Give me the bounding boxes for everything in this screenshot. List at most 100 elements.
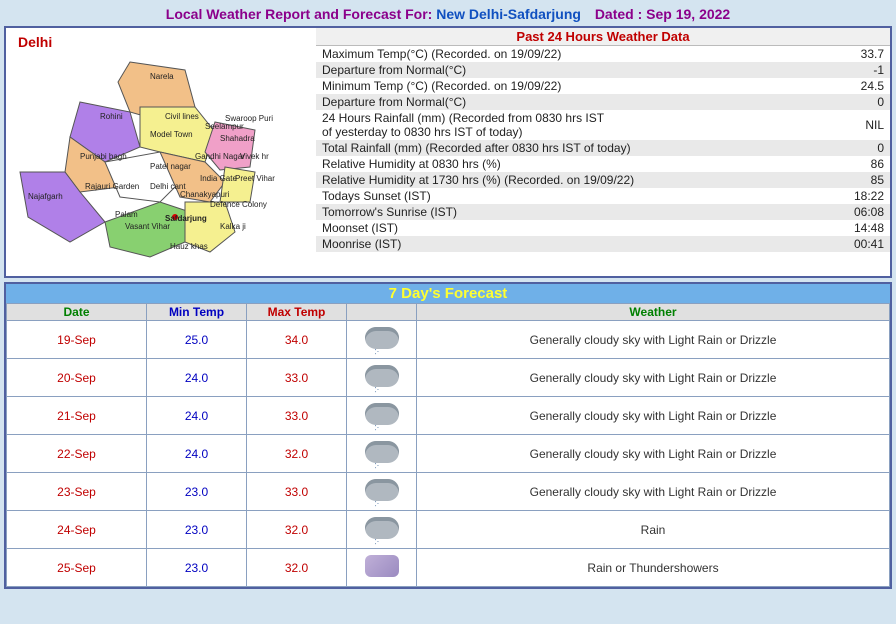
- fc-max: 33.0: [247, 397, 347, 435]
- top-block: Delhi Narela Rohini Civil lines Model To…: [4, 26, 892, 278]
- fc-date: 22-Sep: [7, 435, 147, 473]
- fc-col-min: Min Temp: [147, 304, 247, 321]
- fc-max: 34.0: [247, 321, 347, 359]
- past24-label: Tomorrow's Sunrise (IST): [316, 204, 830, 220]
- past24-row: Relative Humidity at 1730 hrs (%) (Recor…: [316, 172, 890, 188]
- past24-row: Total Rainfall (mm) (Recorded after 0830…: [316, 140, 890, 156]
- fc-min: 24.0: [147, 397, 247, 435]
- fc-col-date: Date: [7, 304, 147, 321]
- cloud-rain-icon: [365, 327, 399, 349]
- past24-row: Departure from Normal(°C)-1: [316, 62, 890, 78]
- past24-row: Todays Sunset (IST)18:22: [316, 188, 890, 204]
- past24-row: Minimum Temp (°C) (Recorded. on 19/09/22…: [316, 78, 890, 94]
- past24-value: 00:41: [830, 236, 890, 252]
- past24-label: Departure from Normal(°C): [316, 62, 830, 78]
- past24-label: Moonrise (IST): [316, 236, 830, 252]
- forecast-table: Date Min Temp Max Temp Weather 19-Sep25.…: [6, 303, 890, 587]
- fc-min: 23.0: [147, 473, 247, 511]
- fc-date: 19-Sep: [7, 321, 147, 359]
- past24-value: 06:08: [830, 204, 890, 220]
- forecast-row: 21-Sep24.033.0 Generally cloudy sky with …: [7, 397, 890, 435]
- fc-icon-cell: [347, 397, 417, 435]
- title-label: Local Weather Report and Forecast For:: [166, 6, 436, 22]
- forecast-block: 7 Day's Forecast Date Min Temp Max Temp …: [4, 282, 892, 589]
- title-location: New Delhi-Safdarjung: [436, 6, 581, 22]
- fc-max: 33.0: [247, 473, 347, 511]
- map-title: Delhi: [10, 32, 312, 52]
- fc-max: 32.0: [247, 549, 347, 587]
- past24-row: Moonset (IST)14:48: [316, 220, 890, 236]
- past24-table: Maximum Temp(°C) (Recorded. on 19/09/22)…: [316, 46, 890, 252]
- fc-max: 32.0: [247, 435, 347, 473]
- forecast-row: 19-Sep25.034.0 Generally cloudy sky with …: [7, 321, 890, 359]
- past24-label: 24 Hours Rainfall (mm) (Recorded from 08…: [316, 110, 830, 140]
- fc-weather: Generally cloudy sky with Light Rain or …: [417, 397, 890, 435]
- forecast-row: 25-Sep23.032.0 Rain or Thundershowers: [7, 549, 890, 587]
- cloud-rain-icon: [365, 479, 399, 501]
- past24-value: 24.5: [830, 78, 890, 94]
- fc-icon-cell: [347, 435, 417, 473]
- past24-value: 86: [830, 156, 890, 172]
- fc-min: 23.0: [147, 549, 247, 587]
- past24-label: Relative Humidity at 1730 hrs (%) (Recor…: [316, 172, 830, 188]
- delhi-map: Narela Rohini Civil lines Model Town See…: [10, 52, 310, 272]
- forecast-row: 20-Sep24.033.0Generally cloudy sky with …: [7, 359, 890, 397]
- past24-row: 24 Hours Rainfall (mm) (Recorded from 08…: [316, 110, 890, 140]
- report-title: Local Weather Report and Forecast For: N…: [4, 4, 892, 26]
- cloud-rain-icon: [365, 517, 399, 539]
- fc-col-max: Max Temp: [247, 304, 347, 321]
- forecast-row: 23-Sep23.033.0 Generally cloudy sky with …: [7, 473, 890, 511]
- past24-row: Relative Humidity at 0830 hrs (%)86: [316, 156, 890, 172]
- past24-value: 0: [830, 140, 890, 156]
- past24-label: Todays Sunset (IST): [316, 188, 830, 204]
- title-date: Sep 19, 2022: [646, 6, 730, 22]
- title-dated-label: Dated :: [595, 6, 642, 22]
- map-cell: Delhi Narela Rohini Civil lines Model To…: [6, 28, 316, 276]
- fc-icon-cell: [347, 511, 417, 549]
- fc-min: 23.0: [147, 511, 247, 549]
- fc-weather: Rain or Thundershowers: [417, 549, 890, 587]
- past24-label: Maximum Temp(°C) (Recorded. on 19/09/22): [316, 46, 830, 62]
- forecast-row: 24-Sep23.032.0Rain: [7, 511, 890, 549]
- past24-cell: Past 24 Hours Weather Data Maximum Temp(…: [316, 28, 890, 276]
- past24-title: Past 24 Hours Weather Data: [316, 28, 890, 46]
- fc-icon-cell: [347, 473, 417, 511]
- fc-date: 23-Sep: [7, 473, 147, 511]
- fc-weather: Generally cloudy sky with Light Rain or …: [417, 435, 890, 473]
- fc-col-weather: Weather: [417, 304, 890, 321]
- past24-value: NIL: [830, 110, 890, 140]
- fc-weather: Generally cloudy sky with Light Rain or …: [417, 473, 890, 511]
- past24-label: Moonset (IST): [316, 220, 830, 236]
- fc-col-icon: [347, 304, 417, 321]
- fc-weather: Generally cloudy sky with Light Rain or …: [417, 321, 890, 359]
- fc-icon-cell: [347, 359, 417, 397]
- fc-date: 21-Sep: [7, 397, 147, 435]
- fc-min: 25.0: [147, 321, 247, 359]
- past24-label: Minimum Temp (°C) (Recorded. on 19/09/22…: [316, 78, 830, 94]
- past24-row: Moonrise (IST)00:41: [316, 236, 890, 252]
- fc-icon-cell: [347, 321, 417, 359]
- cloud-rain-icon: [365, 365, 399, 387]
- past24-value: 0: [830, 94, 890, 110]
- past24-value: -1: [830, 62, 890, 78]
- past24-row: Tomorrow's Sunrise (IST)06:08: [316, 204, 890, 220]
- fc-date: 20-Sep: [7, 359, 147, 397]
- cloud-rain-icon: [365, 441, 399, 463]
- past24-label: Departure from Normal(°C): [316, 94, 830, 110]
- fc-min: 24.0: [147, 435, 247, 473]
- cloud-rain-icon: [365, 403, 399, 425]
- forecast-title: 7 Day's Forecast: [6, 284, 890, 303]
- past24-label: Total Rainfall (mm) (Recorded after 0830…: [316, 140, 830, 156]
- fc-weather: Generally cloudy sky with Light Rain or …: [417, 359, 890, 397]
- thunder-icon: [365, 555, 399, 577]
- past24-value: 14:48: [830, 220, 890, 236]
- forecast-row: 22-Sep24.032.0 Generally cloudy sky with …: [7, 435, 890, 473]
- past24-label: Relative Humidity at 0830 hrs (%): [316, 156, 830, 172]
- fc-weather: Rain: [417, 511, 890, 549]
- past24-value: 85: [830, 172, 890, 188]
- fc-date: 25-Sep: [7, 549, 147, 587]
- past24-row: Departure from Normal(°C)0: [316, 94, 890, 110]
- past24-row: Maximum Temp(°C) (Recorded. on 19/09/22)…: [316, 46, 890, 62]
- fc-icon-cell: [347, 549, 417, 587]
- fc-max: 32.0: [247, 511, 347, 549]
